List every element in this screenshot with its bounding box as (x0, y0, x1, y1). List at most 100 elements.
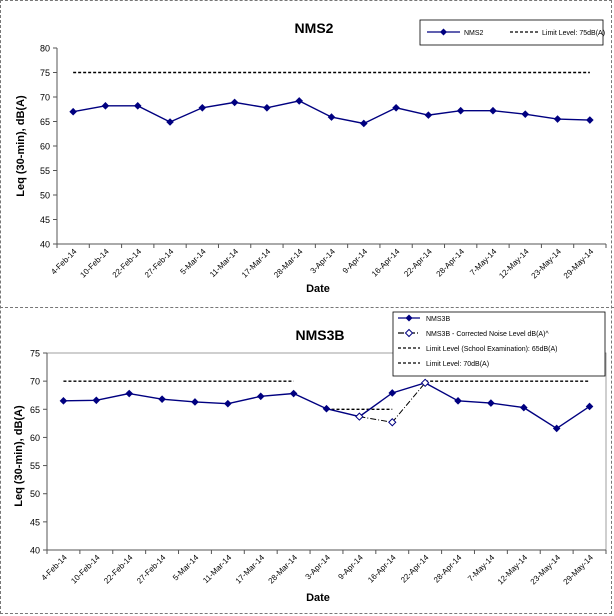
x-tick-label: 29-May-14 (562, 553, 596, 587)
data-point (424, 111, 433, 119)
chart-nms2: NMS2 Leq (30-min), dB(A) Date 40 45 50 55 60… (15, 19, 607, 295)
data-point (191, 398, 199, 406)
x-tick-label: 28-Apr-14 (432, 553, 464, 585)
legend-marker-corrected (404, 328, 414, 338)
y-tick-label: 80 (40, 44, 50, 54)
axes: 40 45 50 55 60 65 70 75 80 4-Feb-14 10-Feb-14 22-Fe… (40, 44, 607, 281)
limit-lines (63, 380, 590, 410)
legend-label-corrected: NMS3B - Corrected Noise Level dB(A)^ (426, 331, 549, 338)
legend-label-limit-75: Limit Level: 75dB(A) (542, 30, 605, 37)
chart-title: NMS3B (295, 327, 344, 343)
data-point-corrected (388, 418, 397, 427)
data-point (521, 110, 530, 118)
x-tick-label: 16-Apr-14 (366, 553, 398, 585)
y-tick-label: 55 (30, 461, 40, 471)
y-tick-label: 45 (40, 215, 50, 225)
legend-marker-nms2 (440, 28, 447, 36)
data-point (322, 404, 331, 413)
y-tick-label: 55 (40, 166, 50, 176)
chart-divider (0, 307, 614, 308)
x-tick-label: 22-Apr-14 (399, 553, 431, 585)
x-tick-label: 7-May-14 (466, 553, 497, 584)
data-point (456, 106, 465, 115)
data-point (552, 424, 561, 433)
data-point (59, 397, 68, 405)
data-point (585, 402, 594, 411)
x-tick-label: 22-Feb-14 (102, 553, 135, 586)
legend-label-limit-70: Limit Level: 70dB(A) (426, 361, 489, 368)
x-tick-label: 9-Apr-14 (336, 553, 365, 582)
x-tick-label: 4-Feb-14 (49, 247, 79, 277)
x-tick-label: 5-Mar-14 (171, 553, 201, 583)
x-tick-label: 9-Apr-14 (341, 247, 370, 276)
data-point (224, 399, 232, 408)
series-group (69, 97, 594, 128)
data-point (359, 119, 368, 128)
x-tick-label: 28-Mar-14 (272, 247, 305, 280)
x-axis-label: Date (306, 283, 330, 295)
x-tick-label: 17-Mar-14 (240, 247, 273, 280)
series-group (59, 378, 594, 433)
series-line-corrected (359, 382, 426, 423)
x-tick-label: 12-May-14 (496, 553, 530, 587)
data-point (388, 389, 397, 397)
plot-area (46, 352, 607, 551)
x-tick-label: 10-Feb-14 (69, 553, 102, 586)
y-tick-label: 50 (30, 489, 40, 499)
x-tick-label: 3-Apr-14 (309, 247, 338, 276)
x-tick-label: 12-May-14 (497, 247, 531, 281)
data-point (256, 392, 265, 401)
x-tick-label: 29-May-14 (562, 247, 596, 281)
data-point (454, 397, 462, 405)
data-point (392, 103, 400, 112)
data-point (487, 399, 495, 407)
data-point (553, 115, 562, 123)
x-tick-label: 28-Apr-14 (435, 247, 467, 279)
data-point (289, 389, 298, 398)
x-tick-label: 27-Feb-14 (143, 247, 176, 280)
x-tick-label: 23-May-14 (529, 553, 563, 587)
data-point-corrected (420, 378, 430, 388)
y-axis-label: Leq (30-min), dB(A) (15, 95, 27, 197)
data-point (519, 403, 528, 412)
data-point (586, 116, 594, 124)
data-point (133, 102, 142, 110)
legend-label-nms2: NMS2 (464, 30, 484, 37)
legend-box (392, 311, 606, 377)
chart-title: NMS2 (295, 20, 334, 36)
legend-marker-nms3b (405, 314, 413, 322)
data-point (327, 113, 336, 121)
y-tick-label: 60 (30, 433, 40, 443)
data-point (69, 107, 77, 116)
legend-label-limit-65: Limit Level (School Examination): 65dB(A… (426, 346, 558, 353)
x-tick-label: 4-Feb-14 (40, 553, 70, 583)
y-axis-label: Leq (30-min), dB(A) (13, 405, 25, 507)
x-tick-label: 23-May-14 (530, 247, 564, 281)
data-point (125, 389, 134, 398)
x-tick-label: 22-Apr-14 (402, 247, 434, 279)
x-tick-label: 17-Mar-14 (234, 553, 267, 586)
chart-nms3b: NMS3B Leq (30-min), dB(A) Date 40 45 50 55 6… (13, 311, 607, 604)
data-point-corrected (355, 412, 364, 421)
y-tick-label: 40 (40, 240, 50, 250)
x-tick-label: 3-Apr-14 (304, 553, 333, 582)
axes: 40 45 50 55 60 65 70 75 4-Feb-14 10-Feb-14 22-Feb-… (30, 349, 607, 587)
x-tick-label: 16-Apr-14 (370, 247, 402, 279)
x-axis-label: Date (306, 592, 330, 604)
x-tick-label: 10-Feb-14 (78, 247, 111, 280)
data-point (198, 103, 207, 112)
y-tick-label: 70 (40, 93, 50, 103)
y-tick-label: 40 (30, 546, 40, 556)
y-tick-label: 70 (30, 377, 40, 387)
x-tick-label: 27-Feb-14 (135, 553, 168, 586)
data-point (230, 98, 239, 107)
data-point (166, 118, 174, 126)
data-point (263, 103, 271, 112)
data-point (295, 97, 304, 105)
data-point (158, 395, 166, 403)
data-point (101, 102, 110, 110)
y-tick-label: 65 (30, 405, 40, 415)
y-tick-label: 45 (30, 517, 40, 527)
x-tick-label: 5-Mar-14 (178, 247, 208, 277)
y-tick-label: 75 (40, 68, 50, 78)
